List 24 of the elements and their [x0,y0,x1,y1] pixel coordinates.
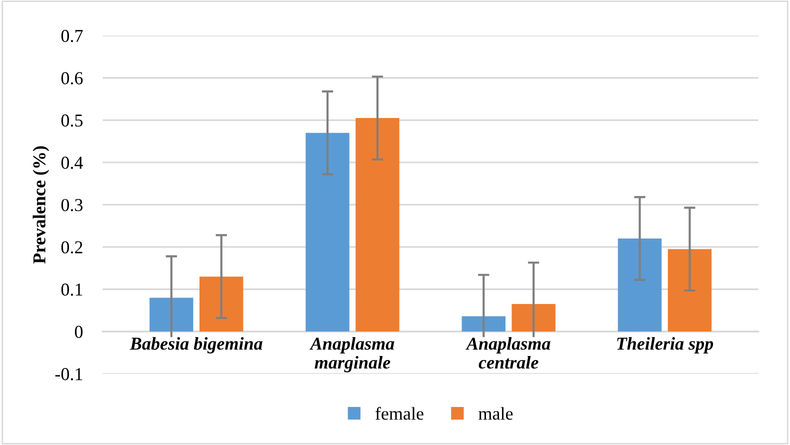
bar [462,316,506,332]
bar [356,118,400,332]
y-tick-label: 0.1 [61,284,82,296]
y-tick-label: 0.2 [61,241,82,254]
y-tick-label: 0.4 [61,156,83,169]
y-tick-label: 0.3 [61,198,83,212]
y-tick-label: 0.7 [61,30,83,42]
bar [150,298,194,332]
bar [668,249,712,332]
y-tick-label: 0 [74,326,83,338]
bar [306,132,350,332]
bar [618,238,662,332]
x-tick-label: Anaplasma marginale [309,337,394,372]
bar [512,304,556,332]
x-tick-label: Babesia bigemina [130,337,262,354]
x-tick-label: Anaplasma centrale [466,337,550,369]
y-tick-label: 0.6 [61,72,83,84]
x-tick-label: Theileria spp [617,337,714,354]
y-tick-label: 0.5 [61,114,83,127]
y-tick-label: -0.1 [55,368,82,380]
legend-label: male [478,407,513,420]
legend-label: female [375,406,424,420]
y-axis-title: Prevalence (%) [32,146,50,264]
bar [199,276,244,332]
